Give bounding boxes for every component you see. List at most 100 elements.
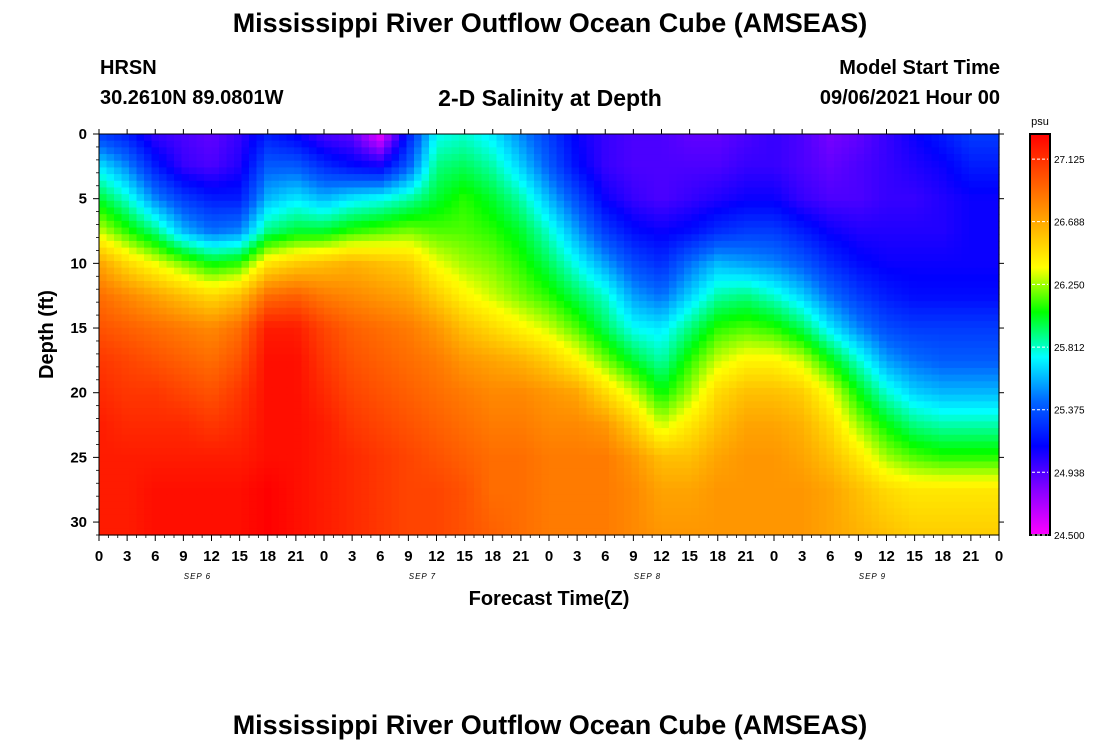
heatmap-cell [594, 207, 603, 215]
heatmap-cell [879, 260, 888, 269]
salinity-field [99, 134, 1000, 536]
heatmap-cell [136, 334, 145, 342]
heatmap-cell [849, 341, 858, 349]
heatmap-cell [601, 160, 610, 169]
heatmap-cell [376, 341, 385, 349]
heatmap-cell [706, 294, 715, 302]
heatmap-cell [729, 134, 738, 142]
heatmap-cell [234, 361, 243, 369]
heatmap-cell [969, 187, 978, 195]
heatmap-cell [946, 194, 955, 202]
heatmap-cell [654, 267, 663, 275]
heatmap-cell [459, 140, 468, 148]
heatmap-cell [744, 154, 753, 162]
heatmap-cell [939, 307, 948, 316]
heatmap-cell [144, 214, 153, 222]
heatmap-cell [676, 254, 685, 262]
heatmap-cell [384, 194, 393, 202]
heatmap-cell [804, 327, 813, 336]
heatmap-cell [391, 367, 400, 376]
heatmap-cell [301, 134, 310, 142]
heatmap-cell [511, 160, 520, 169]
heatmap-cell [834, 240, 843, 249]
heatmap-cell [474, 147, 483, 155]
heatmap-cell [894, 374, 903, 382]
heatmap-cell [489, 227, 498, 235]
heatmap-cell [871, 174, 880, 182]
heatmap-cell [519, 341, 528, 349]
heatmap-cell [369, 334, 378, 342]
heatmap-cell [534, 334, 543, 342]
heatmap-cell [114, 394, 123, 402]
heatmap-cell [699, 327, 708, 336]
heatmap-cell [879, 354, 888, 362]
heatmap-cell [316, 134, 325, 142]
heatmap-cell [736, 234, 745, 242]
heatmap-cell [721, 227, 730, 235]
heatmap-cell [436, 314, 445, 322]
heatmap-cell [414, 140, 423, 148]
heatmap-cell [774, 401, 783, 409]
heatmap-cell [984, 247, 993, 255]
heatmap-cell [759, 174, 768, 182]
heatmap-cell [766, 234, 775, 242]
heatmap-cell [924, 301, 933, 309]
heatmap-cell [406, 334, 415, 342]
heatmap-cell [256, 207, 265, 215]
heatmap-cell [204, 227, 213, 235]
heatmap-cell [579, 347, 588, 356]
heatmap-cell [954, 281, 963, 289]
heatmap-cell [924, 341, 933, 349]
heatmap-cell [99, 187, 108, 195]
heatmap-cell [264, 327, 273, 336]
heatmap-cell [249, 367, 258, 376]
heatmap-cell [106, 174, 115, 182]
heatmap-cell [984, 394, 993, 402]
heatmap-cell [481, 260, 490, 269]
heatmap-cell [744, 160, 753, 169]
heatmap-cell [496, 220, 505, 229]
heatmap-cell [916, 307, 925, 316]
heatmap-cell [384, 200, 393, 209]
heatmap-cell [699, 240, 708, 249]
heatmap-cell [751, 334, 760, 342]
heatmap-cell [751, 154, 760, 162]
heatmap-cell [234, 301, 243, 309]
heatmap-cell [129, 234, 138, 242]
heatmap-cell [744, 361, 753, 369]
heatmap-cell [399, 281, 408, 289]
heatmap-cell [879, 347, 888, 356]
heatmap-cell [496, 194, 505, 202]
heatmap-cell [676, 274, 685, 282]
heatmap-cell [534, 180, 543, 189]
heatmap-cell [294, 154, 303, 162]
heatmap-cell [339, 381, 348, 389]
heatmap-cell [609, 154, 618, 162]
heatmap-cell [249, 254, 258, 262]
heatmap-cell [909, 220, 918, 229]
heatmap-cell [639, 260, 648, 269]
heatmap-cell [436, 147, 445, 155]
heatmap-cell [894, 314, 903, 322]
heatmap-cell [301, 334, 310, 342]
heatmap-cell [796, 194, 805, 202]
heatmap-cell [196, 334, 205, 342]
heatmap-cell [879, 207, 888, 215]
heatmap-cell [871, 281, 880, 289]
heatmap-cell [729, 260, 738, 269]
heatmap-cell [661, 160, 670, 169]
heatmap-cell [136, 274, 145, 282]
heatmap-cell [541, 387, 550, 396]
heatmap-cell [624, 267, 633, 275]
heatmap-cell [331, 274, 340, 282]
heatmap-cell [984, 147, 993, 155]
heatmap-cell [181, 134, 190, 142]
heatmap-cell [864, 140, 873, 148]
heatmap-cell [909, 354, 918, 362]
heatmap-cell [594, 294, 603, 302]
heatmap-cell [549, 234, 558, 242]
heatmap-cell [676, 214, 685, 222]
heatmap-cell [894, 207, 903, 215]
heatmap-cell [391, 247, 400, 255]
heatmap-cell [451, 394, 460, 402]
